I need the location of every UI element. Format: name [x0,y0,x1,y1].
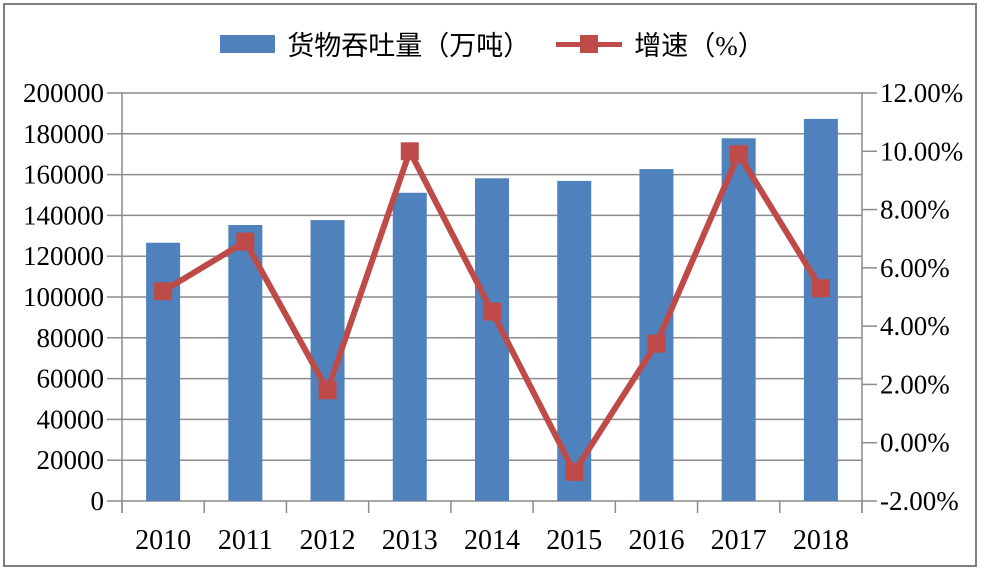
x-category-label: 2011 [218,525,273,556]
marker-2013 [400,142,419,161]
growth-square-marker [580,34,599,53]
right-axis-label: 6.00% [880,253,950,283]
x-category-label: 2015 [546,525,602,556]
left-axis-label: 140000 [23,200,104,230]
marker-2011 [236,232,255,251]
chart-legend: 货物吞吐量（万吨） 增速（%） [0,24,985,63]
marker-2015 [565,462,584,481]
marker-2014 [483,302,501,321]
right-axis-label: 10.00% [880,136,963,166]
marker-2017 [729,145,748,164]
x-category-label: 2010 [135,525,191,556]
marker-2010 [154,282,173,301]
bar-2011 [228,224,263,501]
x-category-label: 2014 [464,525,520,556]
marker-2012 [318,381,337,400]
right-axis-label: 2.00% [880,369,950,399]
legend-item-growth: 增速（%） [556,24,765,63]
left-axis-label: 200000 [23,78,104,108]
bar-2018 [803,118,838,502]
left-axis-label: 40000 [37,404,105,434]
right-axis-label: 12.00% [880,78,963,108]
legend-throughput-label: 货物吞吐量（万吨） [287,31,531,61]
left-axis-label: 180000 [23,119,104,149]
right-axis-label: 8.00% [880,195,950,225]
left-axis-label: 160000 [23,160,104,190]
legend-growth-label: 增速（%） [634,31,765,61]
left-axis-label: 0 [91,486,105,516]
right-axis-label: -2.00% [880,486,959,516]
left-axis-label: 20000 [37,445,105,475]
left-axis-label: 80000 [37,323,105,353]
bar-2017 [721,138,756,501]
right-axis-label: 4.00% [880,311,950,341]
x-category-label: 2018 [793,525,849,556]
throughput-bar-swatch-icon [220,34,276,53]
x-category-label: 2012 [300,525,356,556]
marker-2016 [647,334,666,353]
growth-line-swatch-icon [556,34,623,54]
right-axis-label: 0.00% [880,428,950,458]
x-category-label: 2016 [628,525,684,556]
x-category-label: 2013 [382,525,438,556]
bar-2013 [392,192,427,502]
left-axis-label: 120000 [23,241,104,271]
marker-2018 [811,279,830,298]
legend-item-throughput: 货物吞吐量（万吨） [220,24,530,63]
x-category-label: 2017 [711,525,767,556]
left-axis-label: 60000 [37,364,105,394]
left-axis-label: 100000 [23,282,104,312]
